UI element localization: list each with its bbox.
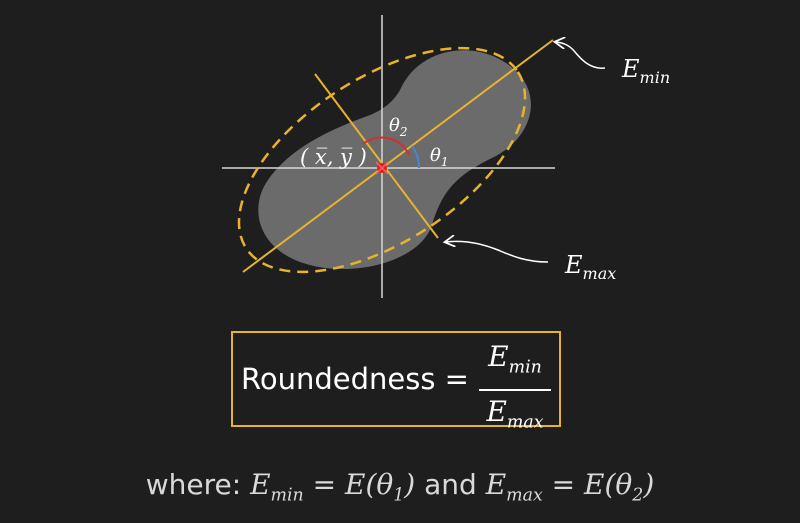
formula-box (231, 331, 561, 427)
roundedness-label: Roundedness = (241, 362, 469, 396)
minor-axis-line (314, 73, 439, 239)
dashed-ellipse (237, 46, 527, 274)
theta2-arc (362, 136, 410, 156)
theta1-label: θ1 (430, 145, 448, 169)
emax-label: Emax (564, 251, 616, 283)
centroid-label: ( x̅, y̅ ) (300, 145, 367, 169)
roundedness-fraction: Emin Emax (479, 340, 551, 439)
where-definition: where: Emin = E(θ1) and Emax = E(θ2) (145, 468, 655, 506)
emax-callout-arrow (446, 241, 549, 263)
emin-label: Emin (621, 55, 670, 87)
major-axis-line (242, 39, 554, 273)
fraction-bar (479, 388, 551, 391)
theta1-arc (411, 145, 421, 169)
fraction-denominator: Emax (486, 394, 544, 433)
emin-callout-arrow (556, 42, 606, 69)
theta2-label: θ2 (389, 115, 407, 139)
fraction-numerator: Emin (488, 340, 542, 378)
